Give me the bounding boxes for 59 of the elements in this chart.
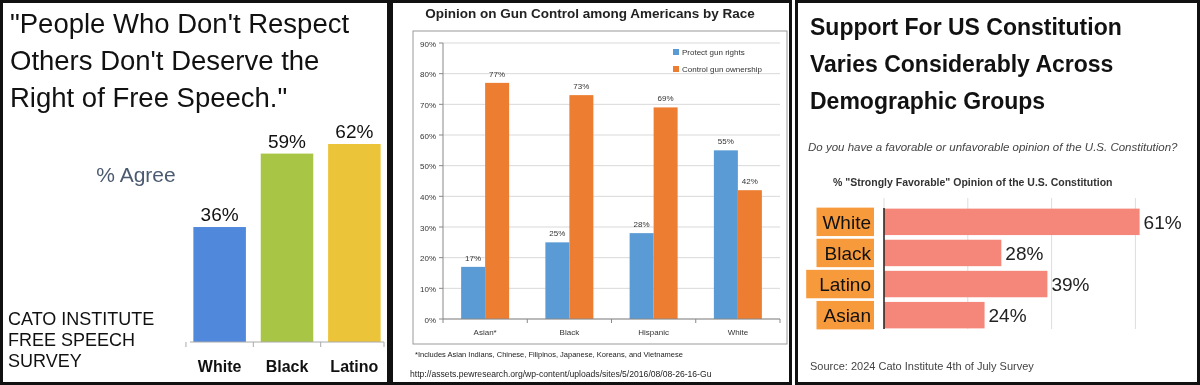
x-tick-label: White xyxy=(727,328,749,337)
x-tick-label: Asian* xyxy=(473,328,497,337)
y-tick-label: 40% xyxy=(419,192,436,202)
x-tick-label: Black xyxy=(265,358,309,375)
text: http://assets.pewresearch.org/wp-content/uploads/sites/5/2016/08/08-26-16-Gu xyxy=(410,369,712,379)
y-tick-label: 70% xyxy=(419,100,436,110)
bar xyxy=(569,95,594,319)
bar xyxy=(884,270,1048,298)
x-axis-title: % "Strongly Favorable" Opinion of the U.S. Constitution xyxy=(833,176,1113,188)
bar xyxy=(461,266,486,319)
chart-title: Support For US Constitution Varies Considerably Across Demographic Groups xyxy=(810,14,1122,114)
y-tick-label: 10% xyxy=(419,284,436,294)
legend-label: Protect gun rights xyxy=(682,48,745,57)
bar xyxy=(884,239,1002,267)
x-tick-label: Black xyxy=(559,328,581,337)
y-tick-label: White xyxy=(822,211,871,233)
y-tick-label: 50% xyxy=(419,162,436,172)
y-tick-label: 60% xyxy=(419,131,436,141)
data-label: 17% xyxy=(465,253,482,263)
y-tick-label: 80% xyxy=(419,70,436,80)
data-label: 25% xyxy=(549,229,566,239)
y-axis-title: % Agree xyxy=(96,163,176,186)
data-label: 42% xyxy=(741,177,758,187)
data-label: 62% xyxy=(335,121,374,142)
y-tick-label: 0% xyxy=(424,315,436,325)
data-label: 61% xyxy=(1143,211,1182,233)
bar xyxy=(884,301,985,329)
bar xyxy=(545,242,570,319)
source-note: Source: 2024 Cato Institute 4th of July Survey xyxy=(810,360,1035,372)
data-label: 69% xyxy=(657,94,674,104)
data-label: 59% xyxy=(267,130,307,152)
bar xyxy=(629,233,654,319)
bar xyxy=(653,107,678,319)
x-tick-label: Latino xyxy=(330,358,379,375)
x-tick-label: Hispanic xyxy=(638,328,669,337)
y-tick-label: Latino xyxy=(819,274,871,296)
data-label: 77% xyxy=(489,69,506,79)
y-tick-label: Black xyxy=(824,242,872,264)
bar xyxy=(737,190,762,319)
y-tick-label: 90% xyxy=(419,39,436,49)
data-label: 55% xyxy=(717,137,734,147)
data-label: 28% xyxy=(1005,242,1044,264)
data-label: 36% xyxy=(200,204,239,226)
chart-title: Opinion on Gun Control among Americans by Race xyxy=(425,6,756,21)
y-tick-label: 20% xyxy=(419,254,436,264)
chart-title: "People Who Don't Respect Others Don't Deserve the Right of Free Speech." xyxy=(10,8,350,113)
legend-label: Control gun ownership xyxy=(682,65,763,74)
chart-subtitle: Do you have a favorable or unfavorable opinion of the U.S. Constitution? xyxy=(808,141,1179,153)
data-label: 73% xyxy=(573,82,590,92)
data-label: 24% xyxy=(988,305,1027,327)
bar xyxy=(485,82,510,319)
x-tick-label: White xyxy=(197,358,242,375)
y-tick-label: 30% xyxy=(419,223,436,233)
data-label: 39% xyxy=(1051,274,1090,296)
text: CATO INSTITUTE FREE SPEECH SURVEY xyxy=(8,309,155,371)
bar xyxy=(713,150,738,319)
data-label: 28% xyxy=(633,220,650,230)
y-tick-label: Asian xyxy=(823,305,871,327)
bar xyxy=(884,208,1140,236)
